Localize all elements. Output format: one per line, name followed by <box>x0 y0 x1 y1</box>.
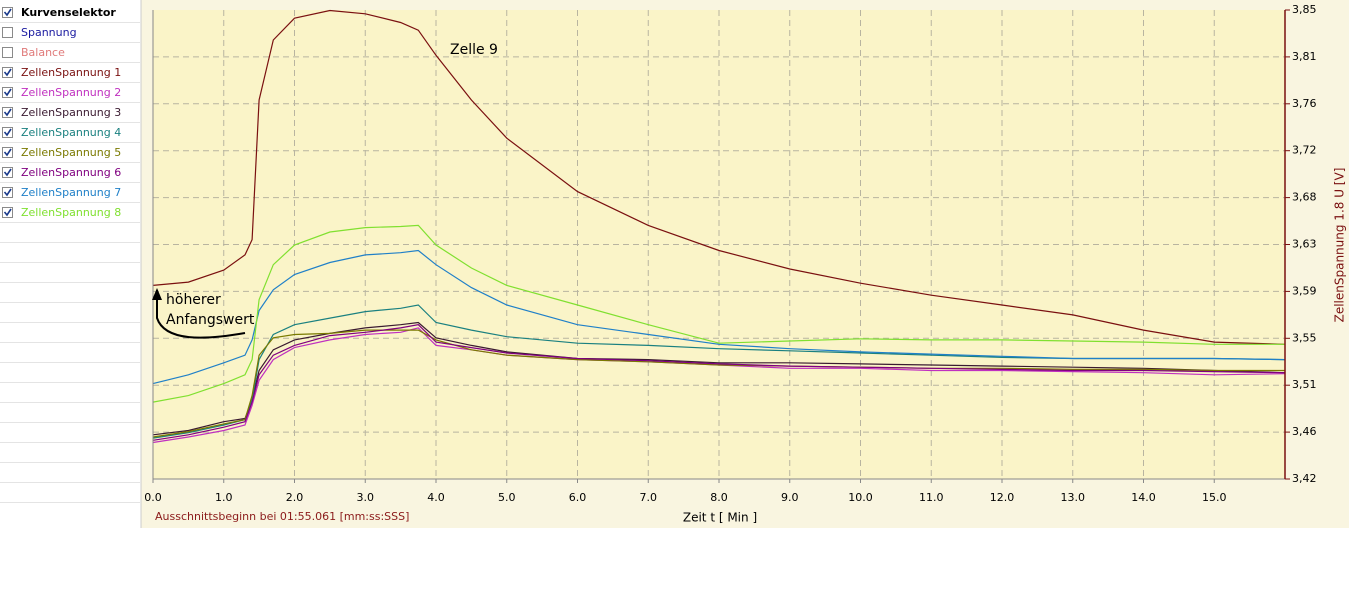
curve-name[interactable]: ZellenSpannung 4 <box>21 126 121 139</box>
checkmark <box>3 148 12 157</box>
series-line <box>152 9 1286 345</box>
checkbox[interactable] <box>2 47 13 58</box>
curve-name[interactable]: ZellenSpannung 1 <box>21 66 121 79</box>
annotation-arrow <box>156 290 246 339</box>
curve-name[interactable]: ZellenSpannung 3 <box>21 106 121 119</box>
series-line <box>152 324 1286 441</box>
x-axis-label: Zeit t [ Min ] <box>683 511 757 525</box>
x-tick-label: 14.0 <box>1131 491 1156 504</box>
checkmark <box>3 128 12 137</box>
arrow-head <box>152 288 162 300</box>
checkbox[interactable] <box>2 27 13 38</box>
y-tick-label: 3,42 <box>1292 472 1317 485</box>
panel-bg <box>0 0 141 528</box>
checkbox[interactable] <box>2 7 13 18</box>
x-tick-label: 12.0 <box>990 491 1015 504</box>
x-tick-label: 10.0 <box>848 491 873 504</box>
curve-name[interactable]: Spannung <box>21 26 77 39</box>
curve-name[interactable]: ZellenSpannung 2 <box>21 86 121 99</box>
checkmark <box>3 108 12 117</box>
x-tick-label: 5.0 <box>498 491 516 504</box>
x-tick-label: 15.0 <box>1202 491 1227 504</box>
series-line <box>152 249 1286 385</box>
checkmark <box>3 168 12 177</box>
checkbox[interactable] <box>2 87 13 98</box>
curve-name[interactable]: ZellenSpannung 7 <box>21 186 121 199</box>
x-tick-label: 4.0 <box>427 491 445 504</box>
x-tick-label: 11.0 <box>919 491 944 504</box>
y-tick-label: 3,46 <box>1292 425 1317 438</box>
plot <box>152 9 1290 483</box>
footnote: Ausschnittsbeginn bei 01:55.061 [mm:ss:S… <box>155 510 409 523</box>
x-tick-label: 2.0 <box>286 491 304 504</box>
y-tick-label: 3,72 <box>1292 144 1317 157</box>
series-line <box>152 224 1285 403</box>
y-tick-label: 3,85 <box>1292 3 1317 16</box>
checkbox[interactable] <box>2 127 13 138</box>
annotation: Anfangswert <box>166 312 255 328</box>
y-tick-label: 3,81 <box>1292 50 1317 63</box>
y-tick-label: 3,51 <box>1292 378 1317 391</box>
y-tick-label: 3,76 <box>1292 97 1317 110</box>
y-tick-label: 3,59 <box>1292 284 1317 297</box>
checkbox[interactable] <box>2 187 13 198</box>
x-tick-label: 9.0 <box>781 491 799 504</box>
x-tick-label: 1.0 <box>215 491 233 504</box>
x-tick-label: 6.0 <box>569 491 587 504</box>
x-tick-label: 7.0 <box>640 491 658 504</box>
y-tick-label: 3,63 <box>1292 238 1317 251</box>
checkbox[interactable] <box>2 207 13 218</box>
y-tick-label: 3,68 <box>1292 191 1317 204</box>
panel-title: Kurvenselektor <box>21 6 116 19</box>
series-line <box>152 304 1286 439</box>
curve-name[interactable]: ZellenSpannung 5 <box>21 146 121 159</box>
curve-name[interactable]: ZellenSpannung 6 <box>21 166 121 179</box>
checkmark <box>3 188 12 197</box>
checkbox[interactable] <box>2 167 13 178</box>
checkmark <box>3 8 12 17</box>
y-tick-label: 3,55 <box>1292 331 1317 344</box>
checkmark <box>3 68 12 77</box>
checkmark <box>3 208 12 217</box>
x-tick-label: 8.0 <box>710 491 728 504</box>
annotation: höherer <box>166 292 221 308</box>
x-tick-label: 0.0 <box>144 491 162 504</box>
checkbox[interactable] <box>2 67 13 78</box>
checkbox[interactable] <box>2 107 13 118</box>
x-tick-label: 3.0 <box>357 491 375 504</box>
curve-name[interactable]: ZellenSpannung 8 <box>21 206 121 219</box>
annotation: Zelle 9 <box>450 42 498 58</box>
y-axis-label: ZellenSpannung 1.8 U [V] <box>1333 168 1347 323</box>
checkbox[interactable] <box>2 147 13 158</box>
series-line <box>152 327 1286 444</box>
curve-name[interactable]: Balance <box>21 46 65 59</box>
curve-selector: Kurvenselektor Spannung Balance ZellenSpann… <box>0 6 140 503</box>
x-tick-label: 13.0 <box>1061 491 1086 504</box>
checkmark <box>3 88 12 97</box>
